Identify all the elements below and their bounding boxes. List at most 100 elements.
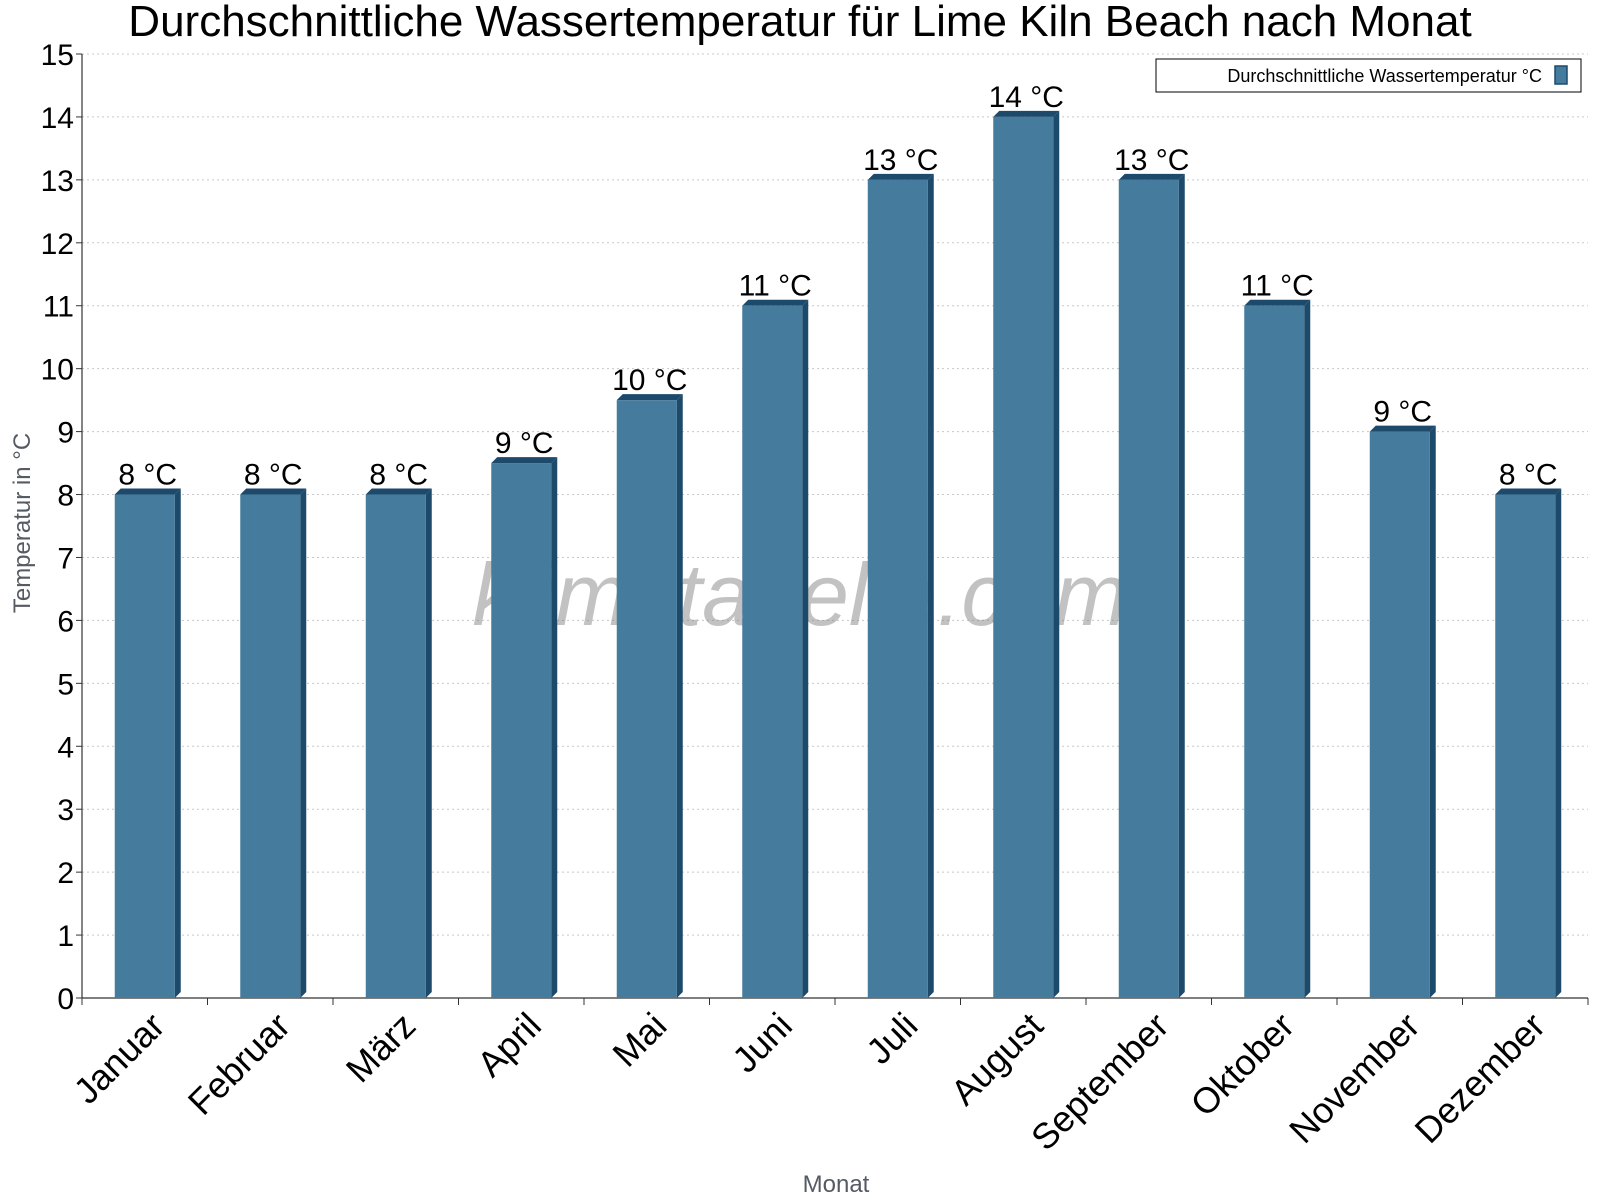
y-tick-label: 6: [57, 605, 74, 638]
bar-top: [867, 173, 934, 180]
y-tick-label: 14: [41, 102, 74, 135]
bar: [114, 488, 181, 998]
y-axis-title: Temperatur in °C: [9, 433, 36, 613]
bar: [742, 299, 809, 998]
bar-top: [491, 457, 558, 464]
bar-top: [365, 488, 432, 495]
bar-top: [742, 299, 809, 306]
y-tick-label: 13: [41, 165, 74, 198]
bar-side: [174, 488, 181, 998]
legend-swatch: [1554, 65, 1568, 85]
bar-side: [676, 394, 683, 999]
bar-front: [1118, 179, 1179, 998]
bar-front: [1244, 305, 1305, 998]
y-tick-label: 4: [57, 731, 74, 764]
value-label: 13 °C: [863, 144, 938, 177]
bar-front: [114, 494, 175, 998]
y-tick-label: 5: [57, 668, 74, 701]
bar-top: [993, 110, 1060, 117]
bar-top: [114, 488, 181, 495]
x-tick-label: Mai: [604, 1005, 674, 1075]
bar-side: [551, 457, 558, 999]
value-label: 13 °C: [1114, 144, 1189, 177]
bar-side: [1555, 488, 1562, 998]
bars: [114, 110, 1562, 999]
x-tick-label: September: [1023, 1005, 1177, 1159]
bar-top: [616, 394, 683, 401]
value-label: 9 °C: [1373, 396, 1432, 429]
bar-front: [742, 305, 803, 998]
y-tick-label: 12: [41, 228, 74, 261]
bar: [616, 394, 683, 999]
value-label: 14 °C: [989, 81, 1064, 114]
y-tick-label: 7: [57, 542, 74, 575]
bar-front: [867, 179, 928, 998]
value-label: 8 °C: [369, 459, 428, 492]
bar-front: [993, 116, 1054, 998]
bar-side: [1053, 110, 1060, 998]
bar-top: [1495, 488, 1562, 495]
value-labels: 8 °C 8 °C 8 °C 9 °C 10 °C 11 °C 13 °C 14 °C 13 °…: [118, 81, 1557, 492]
bar: [993, 110, 1060, 998]
value-label: 8 °C: [1499, 459, 1558, 492]
legend-box: [1155, 58, 1582, 93]
bar-side: [927, 173, 934, 998]
value-label: 8 °C: [118, 459, 177, 492]
bar: [240, 488, 307, 998]
y-tick-label: 8: [57, 480, 74, 513]
y-tick-label: 10: [41, 354, 74, 387]
x-axis: Januar Februar März April Mai Juni Juli AugustS…: [66, 997, 1589, 1159]
legend-label: Durchschnittliche Wassertemperatur °C: [1227, 66, 1542, 86]
value-label: 11 °C: [739, 270, 812, 303]
x-tick-label: März: [338, 1005, 424, 1091]
x-tick-label: Januar: [66, 1005, 173, 1112]
bar-top: [1118, 173, 1185, 180]
x-tick-label: Oktober: [1182, 1005, 1302, 1125]
bar-side: [300, 488, 307, 998]
bar: [867, 173, 934, 998]
y-tick-label: 2: [57, 857, 74, 890]
value-label: 9 °C: [495, 427, 554, 460]
y-tick-label: 1: [57, 920, 74, 953]
chart-title: Durchschnittliche Wassertemperatur für L…: [128, 0, 1471, 46]
y-tick-label: 9: [57, 417, 74, 450]
bar-front: [1369, 431, 1430, 999]
x-tick-label: August: [943, 1005, 1051, 1113]
grid-lines: [82, 53, 1588, 936]
x-tick-label: November: [1281, 1005, 1427, 1151]
y-tick-label: 15: [41, 39, 74, 72]
value-label: 10 °C: [612, 364, 687, 397]
legend: Durchschnittliche Wassertemperatur °C: [1155, 58, 1582, 93]
bar-front: [365, 494, 426, 998]
bar: [1495, 488, 1562, 998]
bar-side: [1178, 173, 1185, 998]
bar-top: [1244, 299, 1311, 306]
bar-side: [425, 488, 432, 998]
bar-front: [491, 463, 552, 999]
bar-side: [1304, 299, 1311, 998]
x-tick-label: Dezember: [1406, 1005, 1552, 1151]
x-tick-label: Februar: [180, 1005, 298, 1123]
bar-top: [240, 488, 307, 495]
x-tick-label: Juni: [724, 1005, 800, 1081]
y-tick-label: 3: [57, 794, 74, 827]
bar-front: [240, 494, 301, 998]
x-axis-title: Monat: [803, 1171, 870, 1198]
bar: [1118, 173, 1185, 998]
bar-front: [1495, 494, 1556, 998]
x-tick-label: Juli: [858, 1005, 925, 1072]
value-label: 8 °C: [244, 459, 303, 492]
bar-side: [1429, 425, 1436, 999]
y-tick-label: 0: [57, 983, 74, 1016]
bar: [1244, 299, 1311, 998]
bar-front: [616, 400, 677, 999]
x-tick-label: April: [469, 1005, 549, 1085]
bar: [365, 488, 432, 998]
y-tick-label: 11: [43, 291, 74, 324]
value-label: 11 °C: [1241, 270, 1314, 303]
bar: [1369, 425, 1436, 999]
bar-top: [1369, 425, 1436, 432]
bar: [491, 457, 558, 999]
